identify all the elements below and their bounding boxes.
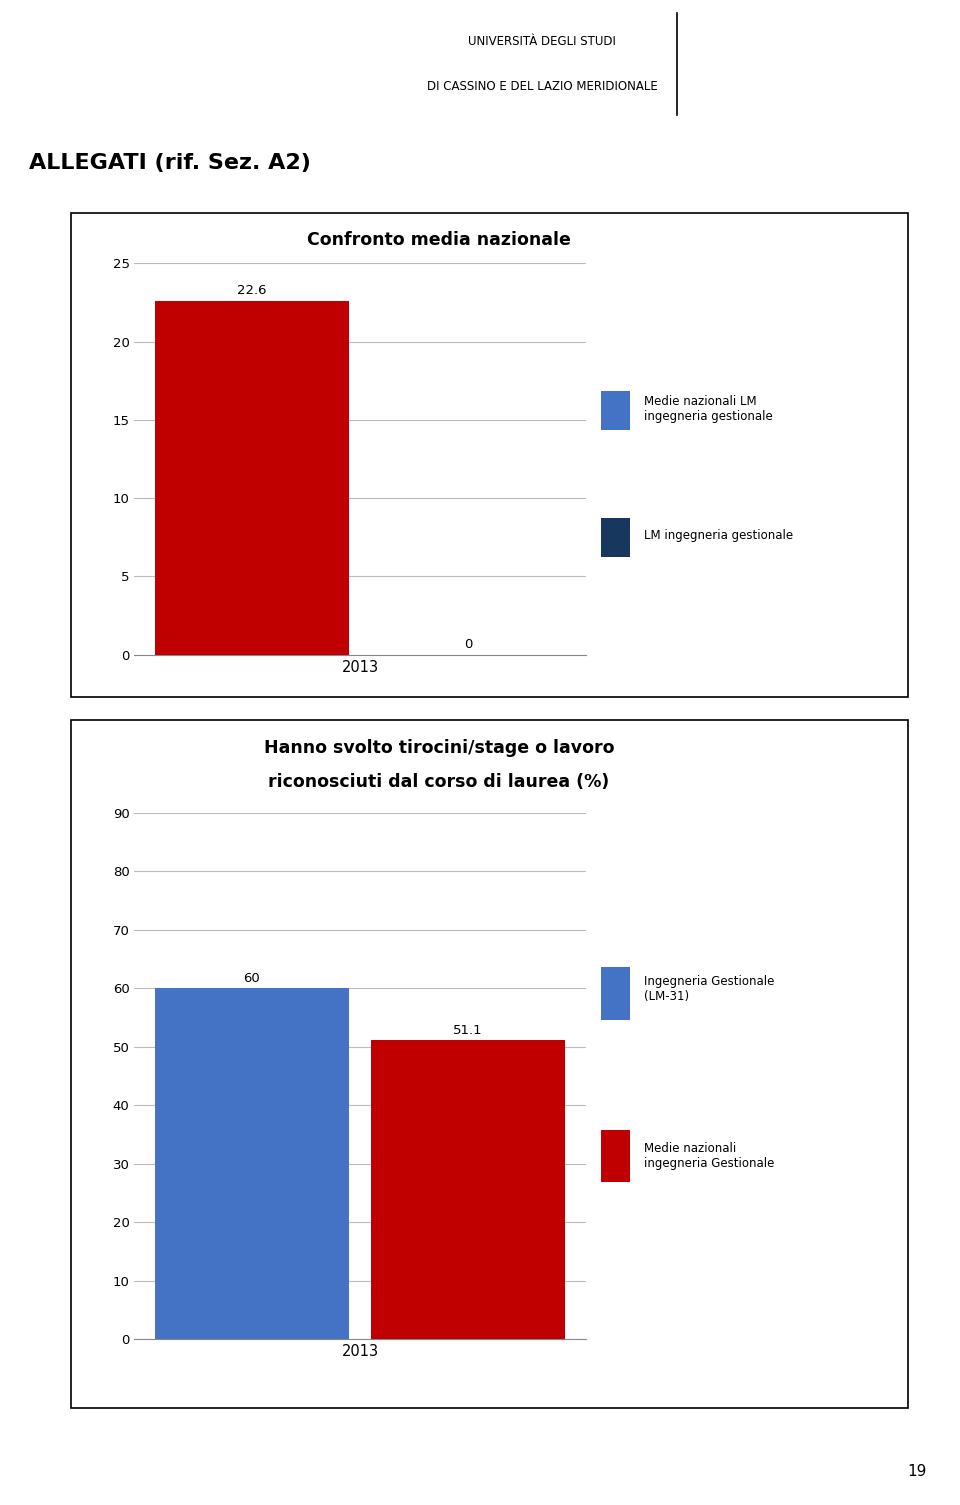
- Text: 0: 0: [464, 638, 472, 650]
- Bar: [601, 518, 630, 557]
- Text: 51.1: 51.1: [453, 1023, 483, 1037]
- Text: Ingegneria Gestionale
(LM-31): Ingegneria Gestionale (LM-31): [644, 975, 775, 1004]
- Bar: [601, 1129, 630, 1183]
- FancyBboxPatch shape: [71, 214, 908, 697]
- Text: Hanno svolto tirocini/stage o lavoro: Hanno svolto tirocini/stage o lavoro: [264, 739, 614, 757]
- Bar: [601, 966, 630, 1020]
- Bar: [372, 1040, 565, 1339]
- Text: DI CASSINO E DEL LAZIO MERIDIONALE: DI CASSINO E DEL LAZIO MERIDIONALE: [427, 80, 658, 93]
- Bar: [601, 391, 630, 430]
- Text: Confronto media nazionale: Confronto media nazionale: [307, 232, 571, 248]
- Text: 60: 60: [244, 972, 260, 984]
- Text: LM ingegneria gestionale: LM ingegneria gestionale: [644, 530, 793, 542]
- Text: 22.6: 22.6: [237, 284, 267, 296]
- Bar: [155, 989, 348, 1339]
- Text: UNIVERSITÀ DEGLI STUDI: UNIVERSITÀ DEGLI STUDI: [468, 35, 616, 48]
- Text: ALLEGATI (rif. Sez. A2): ALLEGATI (rif. Sez. A2): [29, 154, 311, 173]
- Text: Medie nazionali
ingegneria Gestionale: Medie nazionali ingegneria Gestionale: [644, 1142, 775, 1169]
- Text: 19: 19: [907, 1464, 926, 1479]
- Text: Medie nazionali LM
ingegneria gestionale: Medie nazionali LM ingegneria gestionale: [644, 396, 773, 423]
- FancyBboxPatch shape: [71, 719, 908, 1409]
- Bar: [155, 301, 348, 655]
- Text: riconosciuti dal corso di laurea (%): riconosciuti dal corso di laurea (%): [268, 774, 610, 792]
- Text: esperienza estera (%): esperienza estera (%): [331, 280, 546, 298]
